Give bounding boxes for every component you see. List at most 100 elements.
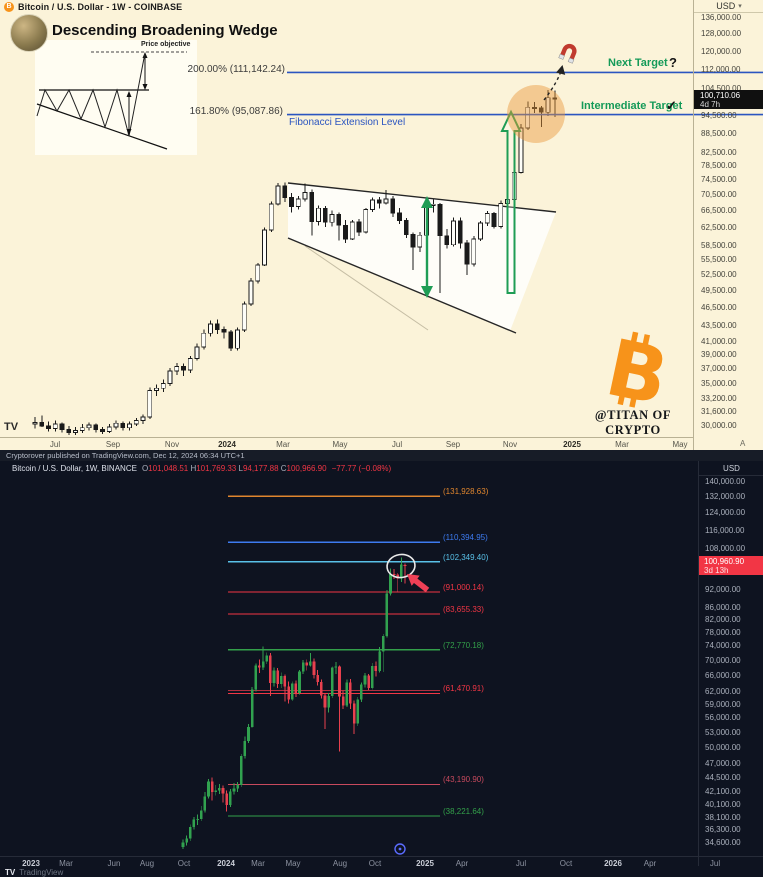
price-tick: 120,000.00	[701, 46, 742, 56]
time-tick: 2023	[22, 859, 40, 868]
wedge-measure-arrow	[421, 196, 433, 298]
time-tick: May	[285, 859, 301, 868]
top-current-price-label: 100,710.06 4d 7h	[694, 89, 763, 109]
price-tick: 52,500.00	[701, 269, 737, 279]
bottom-chart-canvas[interactable]	[0, 450, 763, 877]
price-tick: 46,500.00	[701, 302, 737, 312]
time-tick: May	[332, 440, 348, 449]
legend-ohlc: O101,048.51 H101,769.33 L94,177.88 C100,…	[141, 464, 327, 473]
price-tick: 36,300.00	[705, 825, 741, 835]
breakout-circle-annotation	[386, 553, 416, 579]
time-tick: Aug	[139, 859, 155, 868]
bottom-time-axis[interactable]: 2023 Mar Jun Aug Oct 2024 Mar May Aug Oct 2025 Apr J…	[0, 856, 763, 868]
price-tick: 39,000.00	[701, 350, 737, 360]
highlight-circle	[507, 85, 565, 143]
axis-auto-button[interactable]: A	[740, 439, 746, 448]
time-tick: Sep	[105, 440, 121, 449]
timeline-marker-icon	[394, 843, 406, 855]
price-tick: 30,000.00	[701, 420, 737, 430]
price-tick: 62,000.00	[705, 687, 741, 697]
price-tick: 104,500.00	[701, 84, 741, 93]
top-chart-canvas[interactable]: B	[0, 0, 763, 450]
tradingview-footer[interactable]: TV TradingView	[0, 867, 763, 877]
price-tick: 116,000.00	[705, 525, 745, 535]
bottom-price-scale[interactable]: USD 140,000.00 132,000.00 124,000.00 116,00…	[698, 460, 763, 866]
price-tick: 53,000.00	[705, 727, 741, 737]
price-tick: 47,000.00	[705, 758, 741, 768]
time-tick: 2024	[217, 859, 235, 868]
pattern-inset-canvas	[36, 51, 187, 150]
price-tick: 35,000.00	[701, 379, 737, 389]
price-tick: 41,000.00	[701, 336, 737, 346]
breakout-up-arrow	[500, 109, 522, 294]
price-tick: 108,000.00	[705, 543, 746, 553]
top-currency-label: USD	[716, 1, 736, 11]
top-price-scale[interactable]: USD ▾ 136,000.00 128,000.00 120,000.00 112,…	[693, 0, 763, 450]
price-tick: 49,500.00	[701, 285, 737, 295]
avatar	[10, 14, 48, 52]
price-tick: 124,000.00	[705, 508, 746, 518]
wedge-inner-guide	[304, 245, 429, 331]
next-target-label: Next Target	[608, 57, 668, 69]
projection-arrowhead	[556, 65, 566, 75]
price-tick: 66,000.00	[705, 671, 741, 680]
price-tick: 78,000.00	[705, 627, 741, 637]
time-tick: 2026	[604, 859, 622, 868]
bottom-legend[interactable]: Bitcoin / U.S. Dollar, 1W, BINANCE O101,…	[12, 463, 391, 474]
time-tick: Jul	[391, 440, 403, 449]
time-tick: Mar	[615, 440, 629, 449]
time-tick: Apr	[643, 859, 657, 868]
bottom-symbol-title[interactable]: Bitcoin / U.S. Dollar, 1W, BINANCE	[12, 464, 137, 473]
candlestick-series	[32, 90, 558, 436]
time-tick: May	[672, 440, 688, 449]
price-tick: 74,500.00	[701, 175, 737, 185]
price-objective-label: Price objective	[141, 41, 191, 48]
level-label: (91,000.14)	[443, 583, 484, 593]
watermark-handle: @TITAN OF CRYPTO	[594, 408, 672, 437]
projection-arrow	[543, 67, 563, 101]
candlestick-series	[181, 557, 407, 850]
price-tick: 56,000.00	[705, 713, 741, 723]
level-label: (110,394.95)	[443, 533, 488, 543]
price-tick: 82,000.00	[705, 615, 741, 624]
price-tick: 43,500.00	[701, 320, 737, 330]
tradingview-logo[interactable]: TV	[4, 421, 19, 433]
price-tick: 82,500.00	[701, 147, 737, 157]
wedge-fill	[288, 183, 556, 331]
price-tick: 58,500.00	[701, 240, 737, 250]
price-tick: 78,500.00	[701, 161, 737, 171]
bitcoin-icon: B	[4, 1, 14, 12]
time-tick: Jul	[515, 859, 527, 868]
intermediate-target-label: Intermediate Target	[581, 100, 683, 112]
time-tick: Apr	[455, 859, 469, 868]
red-arrow-annotation	[407, 574, 430, 593]
time-tick: 2025	[563, 440, 581, 449]
price-tick: 136,000.00	[701, 13, 742, 22]
price-tick: 128,000.00	[701, 29, 742, 39]
top-current-price: 100,710.06	[700, 90, 741, 100]
price-tick: 38,100.00	[705, 812, 741, 822]
time-tick: Oct	[177, 859, 191, 868]
price-tick: 31,600.00	[701, 406, 737, 416]
top-time-axis[interactable]: Jul Sep Nov 2024 Mar May Jul Sep Nov 2025 Mar May	[0, 437, 693, 451]
top-symbol-bar[interactable]: B Bitcoin / U.S. Dollar - 1W - COINBASE	[4, 1, 182, 12]
top-currency-selector[interactable]: USD ▾	[694, 0, 763, 13]
fib-200-label: 200.00% (111,142.24)	[187, 64, 285, 75]
price-tick: 112,000.00	[701, 65, 741, 75]
time-tick: Mar	[276, 440, 290, 449]
price-tick: 62,500.00	[701, 222, 737, 232]
level-label: (61,470.91)	[443, 684, 484, 694]
price-tick: 37,000.00	[701, 364, 737, 374]
chevron-down-icon: ▾	[738, 3, 742, 10]
time-tick: Sep	[445, 440, 461, 449]
price-tick: 50,000.00	[705, 742, 741, 752]
legend-change: −77.77 (−0.08%)	[331, 464, 392, 473]
level-label: (102,349.40)	[443, 552, 489, 562]
bottom-current-price-label: 100,960.90 3d 13h	[699, 555, 763, 575]
level-label: (83,655.33)	[443, 604, 484, 614]
time-tick: Jul	[709, 859, 721, 868]
bottom-currency-label[interactable]: USD	[699, 462, 763, 476]
time-tick: Mar	[251, 859, 265, 868]
wedge-upper-trendline	[287, 182, 557, 213]
